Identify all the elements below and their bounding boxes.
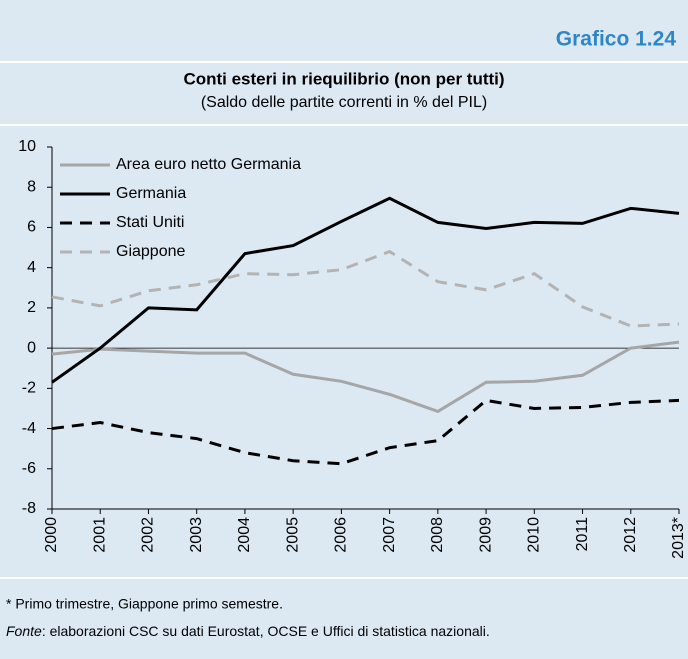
source-label: Fonte xyxy=(6,623,42,639)
legend-label: Stati Uniti xyxy=(116,214,184,231)
x-tick-label: 2005 xyxy=(284,517,301,553)
y-tick-label: 2 xyxy=(27,299,36,316)
x-tick-label: 2004 xyxy=(236,517,253,553)
y-tick-label: 10 xyxy=(18,138,36,155)
x-tick-label: 2001 xyxy=(91,517,108,553)
x-tick-label: 2003 xyxy=(188,517,205,553)
source: Fonte: elaborazioni CSC su dati Eurostat… xyxy=(6,623,490,639)
x-tick-label: 2011 xyxy=(574,517,591,552)
chart-subtitle: (Saldo delle partite correnti in % del P… xyxy=(201,94,487,111)
chart-title: Conti esteri in riequilibrio (non per tu… xyxy=(183,69,504,88)
legend-label: Giappone xyxy=(116,243,185,260)
y-tick-label: 8 xyxy=(27,178,36,195)
legend-label: Area euro netto Germania xyxy=(116,156,301,173)
legend-label: Germania xyxy=(116,185,186,202)
x-tick-label: 2008 xyxy=(429,517,446,553)
x-tick-label: 2000 xyxy=(43,517,60,553)
y-tick-label: 6 xyxy=(27,219,36,236)
series-line xyxy=(51,340,680,414)
x-tick-label: 2010 xyxy=(526,517,543,553)
y-tick-label: -4 xyxy=(22,420,36,437)
y-tick-label: -2 xyxy=(22,380,36,397)
x-tick-label: 2012 xyxy=(622,517,639,553)
footnote: * Primo trimestre, Giappone primo semest… xyxy=(6,596,283,612)
source-text: : elaborazioni CSC su dati Eurostat, OCS… xyxy=(42,623,490,639)
x-tick-label: 2002 xyxy=(140,517,157,553)
y-tick-label: -6 xyxy=(22,460,36,477)
y-tick-label: 4 xyxy=(27,259,36,276)
y-tick-label: -8 xyxy=(22,500,36,517)
series-line xyxy=(51,196,680,384)
series-line xyxy=(51,249,680,328)
x-tick-label: 2007 xyxy=(381,517,398,553)
figure-label: Grafico 1.24 xyxy=(556,28,677,51)
y-tick-label: 0 xyxy=(27,339,36,356)
x-tick-label: 2006 xyxy=(333,517,350,553)
series-line xyxy=(51,398,680,466)
x-tick-label: 2009 xyxy=(477,517,494,553)
x-tick-label: 2013* xyxy=(670,517,687,559)
